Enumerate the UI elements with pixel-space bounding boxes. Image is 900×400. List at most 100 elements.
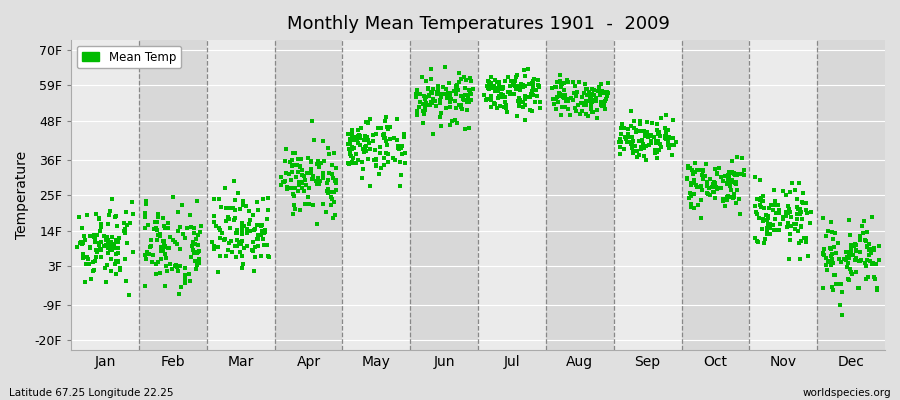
Point [561, 106, 575, 113]
Point [638, 133, 652, 139]
Point [635, 143, 650, 150]
Point [306, 202, 320, 208]
Point [101, 249, 115, 256]
Point [158, 251, 173, 258]
Point [532, 84, 546, 90]
Point [251, 236, 266, 242]
Point [706, 181, 721, 188]
Point [309, 178, 323, 184]
Point [93, 228, 107, 234]
Point [416, 120, 430, 126]
Point [550, 79, 564, 86]
Point [286, 202, 301, 208]
Point [450, 82, 464, 88]
Point [118, 256, 132, 262]
Point [644, 138, 659, 144]
Point [730, 172, 744, 179]
Point [581, 89, 596, 96]
Point [799, 239, 814, 246]
Point [374, 164, 388, 171]
Point [292, 188, 306, 194]
Point [369, 131, 383, 138]
Point [650, 121, 664, 128]
Point [283, 158, 297, 165]
Point [725, 168, 740, 175]
Point [825, 228, 840, 235]
Point [212, 235, 227, 241]
Point [621, 131, 635, 137]
Point [329, 165, 344, 171]
Point [480, 83, 494, 90]
Point [459, 99, 473, 106]
Point [835, 289, 850, 295]
Point [180, 225, 194, 231]
Point [659, 130, 673, 136]
Point [285, 162, 300, 168]
Point [492, 103, 507, 110]
Point [720, 193, 734, 200]
Point [490, 105, 504, 111]
Point [649, 138, 663, 144]
Point [448, 87, 463, 94]
Point [325, 215, 339, 221]
Point [376, 131, 391, 137]
Point [778, 213, 793, 220]
Point [622, 139, 636, 146]
Point [690, 167, 705, 173]
Point [750, 237, 764, 244]
Point [193, 260, 207, 267]
Bar [207, 40, 274, 350]
Point [103, 246, 117, 253]
Point [111, 258, 125, 265]
Point [573, 111, 588, 117]
Point [259, 242, 274, 248]
Point [158, 255, 173, 262]
Point [139, 201, 153, 207]
Point [680, 175, 695, 182]
Point [736, 167, 751, 174]
Point [821, 228, 835, 234]
Point [860, 263, 874, 269]
Point [767, 227, 781, 234]
Point [254, 253, 268, 259]
Point [637, 153, 652, 159]
Point [526, 80, 540, 87]
Point [586, 109, 600, 115]
Point [183, 212, 197, 218]
Point [107, 240, 122, 247]
Point [800, 210, 814, 216]
Point [702, 185, 716, 191]
Point [433, 100, 447, 106]
Point [733, 211, 747, 218]
Point [824, 218, 838, 225]
Point [207, 219, 221, 226]
Point [438, 64, 453, 70]
Point [633, 117, 647, 124]
Point [314, 160, 328, 166]
Point [829, 281, 843, 288]
Point [261, 252, 275, 259]
Point [653, 114, 668, 121]
Point [724, 169, 738, 176]
Point [532, 83, 546, 89]
Point [613, 144, 627, 150]
Point [757, 240, 771, 246]
Point [125, 199, 140, 205]
Point [716, 198, 730, 204]
Point [685, 167, 699, 173]
Point [669, 138, 683, 145]
Point [316, 175, 330, 182]
Point [867, 246, 881, 253]
Point [358, 146, 373, 153]
Point [766, 222, 780, 228]
Point [554, 92, 568, 98]
Point [184, 243, 199, 249]
Point [461, 92, 475, 98]
Point [861, 241, 876, 247]
Point [256, 242, 271, 248]
Point [171, 209, 185, 216]
Point [598, 96, 613, 102]
Point [159, 268, 174, 274]
Point [92, 240, 106, 247]
Point [851, 258, 866, 265]
